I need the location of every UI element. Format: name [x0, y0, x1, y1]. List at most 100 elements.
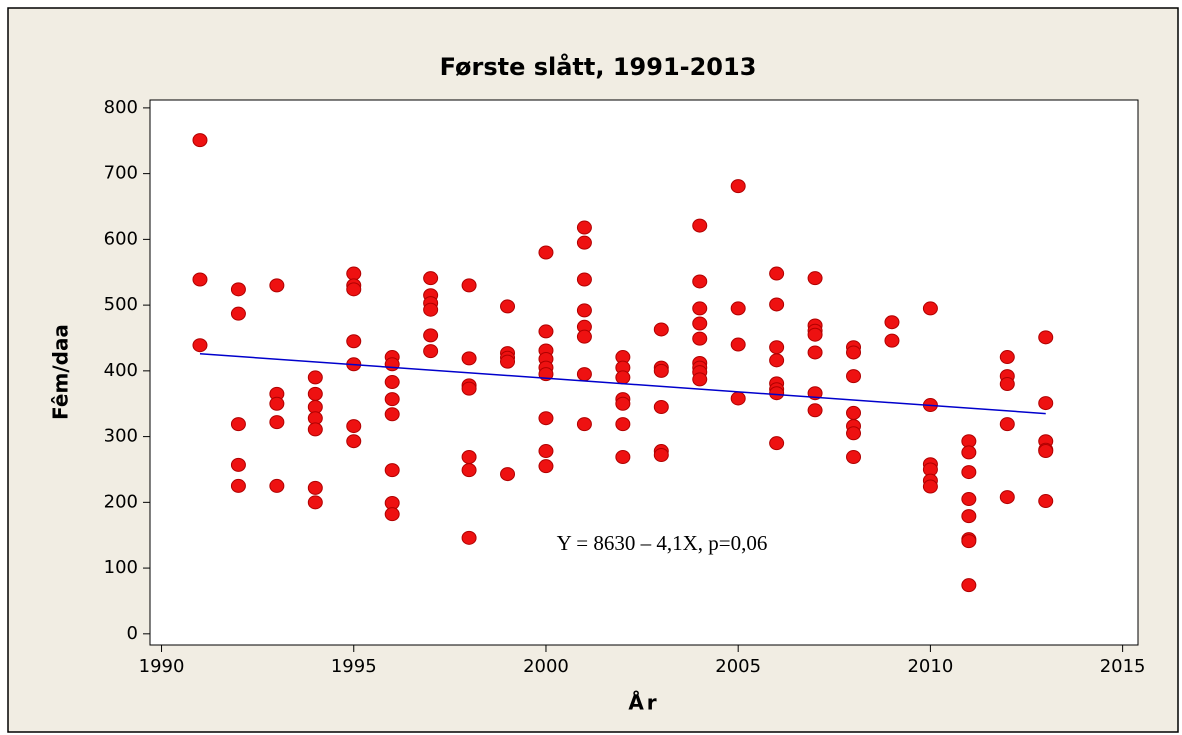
- point: [538, 324, 554, 339]
- y-tick-label: 600: [104, 228, 138, 249]
- x-tick-label: 1990: [139, 656, 185, 677]
- y-tick-label: 800: [104, 97, 138, 118]
- x-tick-label: 2015: [1100, 656, 1146, 677]
- point: [884, 315, 900, 330]
- trend-line: [199, 353, 1046, 415]
- annotation: Y = 8630 – 4,1X, p=0,06: [557, 531, 768, 555]
- point: [230, 478, 246, 493]
- point: [461, 463, 477, 478]
- point: [692, 274, 708, 289]
- point: [500, 467, 516, 482]
- point: [846, 405, 862, 420]
- x-tick-label: 2000: [523, 656, 569, 677]
- point: [230, 306, 246, 321]
- point: [230, 282, 246, 297]
- point: [884, 333, 900, 348]
- y-tick-label: 400: [104, 360, 138, 381]
- y-tick-label: 200: [104, 491, 138, 512]
- point: [269, 478, 285, 493]
- point: [269, 278, 285, 293]
- y-tick-label: 700: [104, 163, 138, 184]
- point: [769, 436, 785, 451]
- point: [961, 465, 977, 480]
- point: [576, 303, 592, 318]
- point: [307, 370, 323, 385]
- point: [922, 479, 938, 494]
- point: [346, 282, 362, 297]
- point: [846, 426, 862, 441]
- point: [653, 363, 669, 378]
- point: [576, 417, 592, 432]
- point: [999, 350, 1015, 365]
- point: [346, 334, 362, 349]
- point: [1038, 494, 1054, 509]
- point: [653, 322, 669, 337]
- point: [961, 445, 977, 460]
- point: [730, 301, 746, 316]
- point: [576, 272, 592, 287]
- point: [769, 297, 785, 312]
- point: [538, 459, 554, 474]
- x-tick-label: 2010: [907, 656, 953, 677]
- point: [423, 302, 439, 317]
- point: [423, 328, 439, 343]
- point: [576, 367, 592, 382]
- point: [615, 449, 631, 464]
- point: [461, 449, 477, 464]
- point: [384, 392, 400, 407]
- point: [961, 492, 977, 507]
- point: [500, 354, 516, 369]
- point: [384, 357, 400, 372]
- point: [653, 448, 669, 463]
- point: [461, 530, 477, 545]
- point: [384, 463, 400, 478]
- point: [307, 386, 323, 401]
- point: [576, 329, 592, 344]
- point: [538, 411, 554, 426]
- chart-title: Første slått, 1991-2013: [440, 52, 757, 81]
- point: [538, 245, 554, 260]
- point: [384, 375, 400, 390]
- x-tick-label: 2005: [715, 656, 761, 677]
- point: [192, 272, 208, 287]
- point: [192, 338, 208, 353]
- y-tick-label: 0: [127, 623, 138, 644]
- point: [346, 434, 362, 449]
- point: [961, 534, 977, 549]
- point: [500, 299, 516, 314]
- point: [653, 400, 669, 415]
- y-tick-label: 500: [104, 294, 138, 315]
- point: [461, 351, 477, 366]
- point: [692, 316, 708, 331]
- point: [807, 327, 823, 342]
- point: [961, 578, 977, 593]
- point: [307, 495, 323, 510]
- point: [692, 218, 708, 233]
- point: [346, 419, 362, 434]
- point: [769, 340, 785, 355]
- point: [307, 422, 323, 437]
- point: [999, 490, 1015, 505]
- point: [807, 403, 823, 418]
- point: [692, 372, 708, 387]
- point: [807, 271, 823, 286]
- point: [999, 377, 1015, 392]
- point: [615, 370, 631, 385]
- point: [230, 457, 246, 472]
- point: [230, 417, 246, 432]
- y-tick-label: 300: [104, 426, 138, 447]
- point: [576, 220, 592, 235]
- point: [730, 337, 746, 352]
- x-tick-label: 1995: [331, 656, 377, 677]
- point: [807, 345, 823, 360]
- point: [692, 331, 708, 346]
- point: [423, 271, 439, 286]
- y-axis-label: Fêm/daa: [49, 324, 73, 420]
- y-tick-label: 100: [104, 557, 138, 578]
- point: [769, 266, 785, 281]
- point: [846, 449, 862, 464]
- point: [922, 301, 938, 316]
- point: [346, 266, 362, 281]
- point: [692, 301, 708, 316]
